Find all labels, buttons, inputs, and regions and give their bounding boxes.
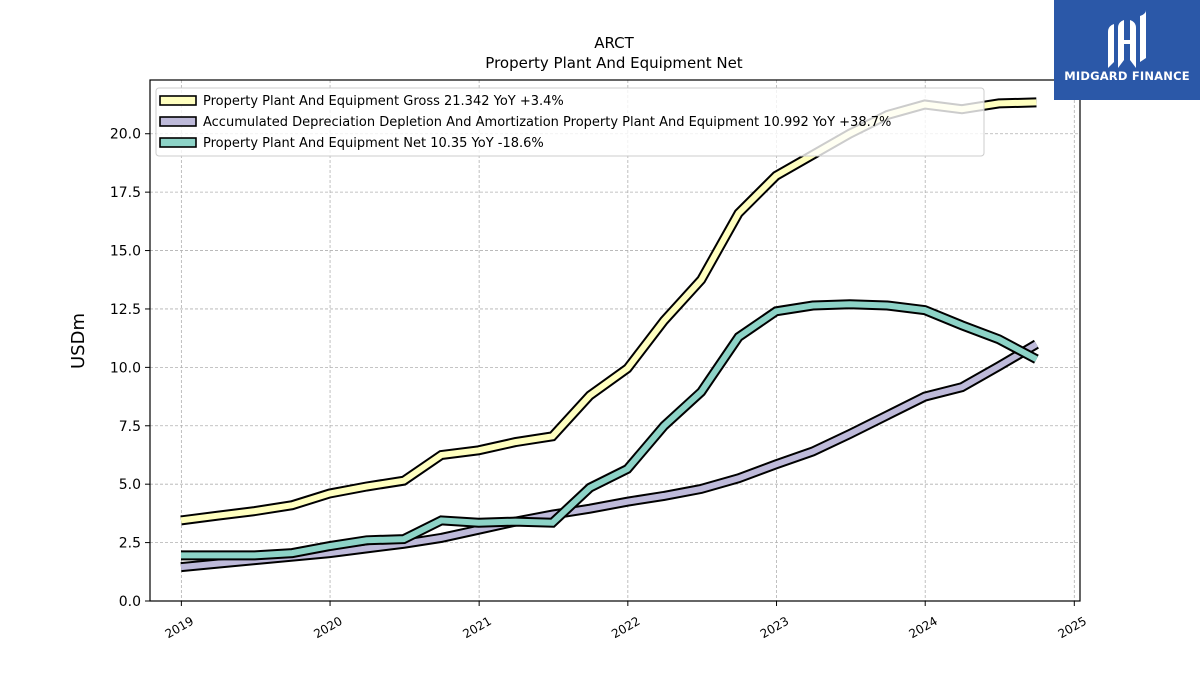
chart-title: ARCT <box>594 34 634 52</box>
logo-text: MIDGARD FINANCE <box>1064 69 1190 83</box>
x-tick-label: 2024 <box>906 614 939 641</box>
y-tick-label: 17.5 <box>110 185 141 201</box>
series-lines <box>180 97 1039 573</box>
legend: Property Plant And Equipment Gross 21.34… <box>155 87 985 157</box>
y-tick-label: 10.0 <box>110 360 141 376</box>
legend-entry: Property Plant And Equipment Net 10.35 Y… <box>203 136 544 151</box>
legend-box <box>155 87 985 157</box>
midgard-finance-logo: MIDGARD FINANCE <box>1054 0 1200 100</box>
x-tick-label: 2019 <box>163 614 196 641</box>
chart-subtitle: Property Plant And Equipment Net <box>485 54 742 72</box>
y-tick-label: 0.0 <box>119 594 141 610</box>
series-line <box>181 301 1038 559</box>
grid <box>150 80 1080 602</box>
series-line <box>180 341 1038 571</box>
x-tick-label: 2025 <box>1056 614 1089 641</box>
x-tick-label: 2020 <box>311 614 344 641</box>
midgard-logo-icon <box>1108 10 1146 68</box>
x-tick-label: 2022 <box>609 614 642 641</box>
x-tick-label: 2021 <box>460 614 493 641</box>
legend-entry: Accumulated Depreciation Depletion And A… <box>203 115 891 130</box>
legend-swatch <box>159 116 197 127</box>
legend-entry: Property Plant And Equipment Gross 21.34… <box>203 94 564 109</box>
y-tick-label: 7.5 <box>119 419 141 435</box>
y-tick-label: 12.5 <box>110 302 141 318</box>
legend-swatch <box>159 95 197 106</box>
legend-swatch <box>159 137 197 148</box>
y-tick-label: 15.0 <box>110 244 141 260</box>
y-tick-label: 5.0 <box>119 477 141 493</box>
y-axis-label: USDm <box>68 313 89 369</box>
series-outline <box>181 299 1039 561</box>
y-tick-label: 20.0 <box>110 127 141 143</box>
plot-frame <box>149 79 1081 602</box>
x-tick-label: 2023 <box>758 614 791 641</box>
y-tick-label: 2.5 <box>119 536 141 552</box>
